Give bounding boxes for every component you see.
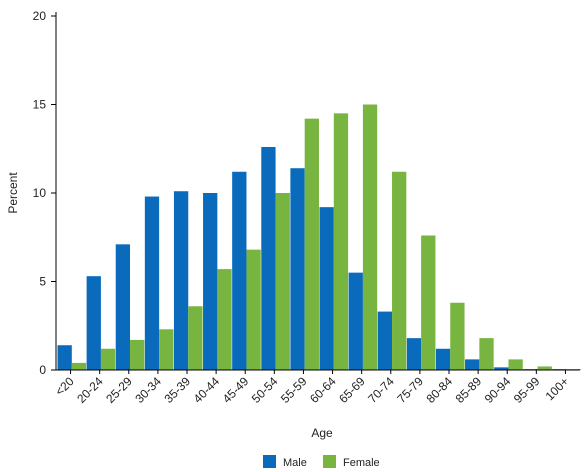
x-tick-label: 90-94 <box>482 374 514 406</box>
y-ticks-group: 0 5 10 15 20 <box>33 9 56 377</box>
bar-female <box>333 113 349 370</box>
bar-male <box>377 311 393 370</box>
bar-female <box>130 339 145 370</box>
x-tick-label: 75-79 <box>394 374 426 406</box>
bar-female <box>508 359 523 370</box>
x-tick-label: 50-54 <box>249 374 281 406</box>
bar-male <box>115 244 131 370</box>
bar-male <box>144 196 160 370</box>
y-tick-label: 5 <box>39 275 46 289</box>
bar-female <box>421 235 436 370</box>
y-axis-title: Percent <box>6 172 20 214</box>
x-axis-title: Age <box>311 426 333 440</box>
bar-male <box>348 272 363 370</box>
x-tick-label: 95-99 <box>511 374 543 406</box>
x-ticks-group: <2020-2425-2930-3435-3940-4445-4950-5455… <box>52 370 572 406</box>
bar-male <box>261 146 276 370</box>
bar-female <box>479 338 494 370</box>
x-tick-label: 40-44 <box>191 374 223 406</box>
x-tick-label: 55-59 <box>278 374 310 406</box>
bar-male <box>319 207 334 370</box>
bar-female <box>100 348 116 370</box>
bar-female <box>275 193 290 370</box>
bar-male <box>465 359 480 370</box>
x-tick-label: 35-39 <box>162 374 194 406</box>
bar-male <box>232 171 247 370</box>
bar-male <box>203 193 218 370</box>
legend: Male Female <box>263 455 380 469</box>
bar-male <box>494 367 509 370</box>
legend-label-male: Male <box>283 457 307 469</box>
bar-female <box>246 249 261 370</box>
x-tick-label: 25-29 <box>103 374 135 406</box>
x-tick-label: <20 <box>52 374 77 399</box>
bar-female <box>392 171 407 370</box>
bar-female <box>537 366 552 370</box>
x-tick-label: 20-24 <box>74 374 106 406</box>
y-tick-label: 10 <box>33 186 47 200</box>
bar-male <box>86 276 101 370</box>
bar-male <box>435 348 451 370</box>
legend-swatch-male <box>263 455 276 468</box>
legend-swatch-female <box>323 455 336 468</box>
bar-female <box>304 118 319 370</box>
bar-female <box>159 329 174 370</box>
x-tick-label: 70-74 <box>365 374 397 406</box>
x-tick-label: 30-34 <box>132 374 164 406</box>
y-tick-label: 0 <box>39 363 46 377</box>
x-tick-label: 100+ <box>543 374 572 403</box>
x-tick-label: 85-89 <box>453 374 485 406</box>
y-tick-label: 15 <box>33 98 47 112</box>
x-tick-label: 80-84 <box>424 374 456 406</box>
bars-group <box>57 104 581 370</box>
x-tick-label: 45-49 <box>220 374 252 406</box>
bar-male <box>290 168 305 370</box>
bar-male <box>57 345 72 370</box>
bar-female <box>362 104 378 370</box>
x-tick-label: 60-64 <box>307 374 339 406</box>
bar-female <box>71 362 87 370</box>
legend-label-female: Female <box>343 457 380 469</box>
bar-female <box>188 306 203 370</box>
bar-female <box>217 269 232 370</box>
x-tick-label: 65-69 <box>336 374 368 406</box>
bar-male <box>406 338 422 370</box>
bar-male <box>173 191 189 370</box>
y-tick-label: 20 <box>33 9 47 23</box>
bar-female <box>450 302 465 370</box>
